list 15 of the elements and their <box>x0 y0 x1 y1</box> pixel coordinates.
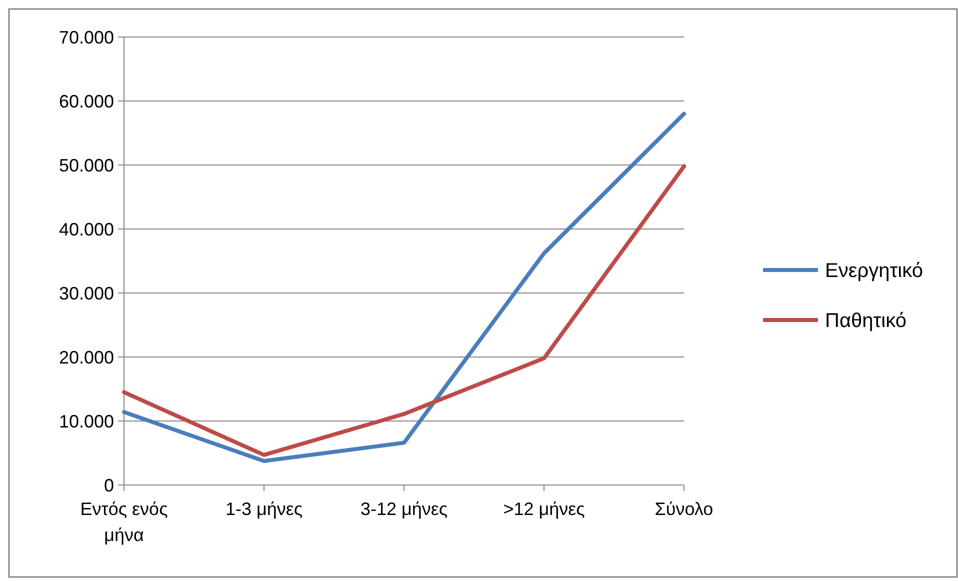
x-tick-label: Εντός ενός μήνα <box>80 499 168 545</box>
y-tick-label: 70.000 <box>58 27 114 48</box>
legend-label: Παθητικό <box>825 310 906 332</box>
x-tick-label: 1-3 μήνες <box>225 499 303 519</box>
y-tick-label: 0 <box>104 475 114 496</box>
x-tick-label: Σύνολο <box>654 499 714 519</box>
legend-label: Ενεργητικό <box>825 260 923 282</box>
y-tick-label: 60.000 <box>58 91 114 112</box>
y-tick-label: 10.000 <box>58 411 114 432</box>
x-tick-label: 3-12 μήνες <box>360 499 448 519</box>
x-tick-label: >12 μήνες <box>503 499 586 519</box>
y-tick-label: 30.000 <box>58 283 114 304</box>
y-tick-label: 50.000 <box>58 155 114 176</box>
y-tick-label: 20.000 <box>58 347 114 368</box>
y-tick-label: 40.000 <box>58 219 114 240</box>
